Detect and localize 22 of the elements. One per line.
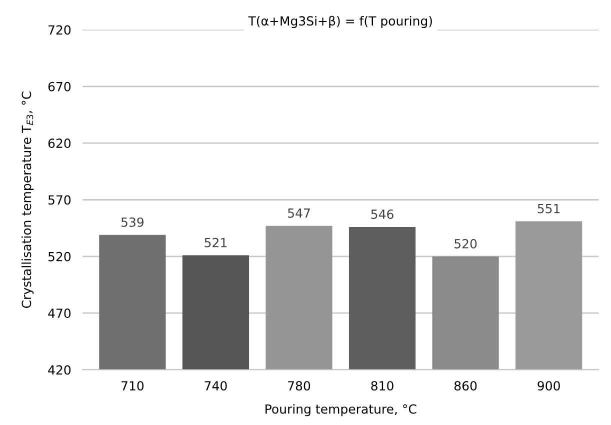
x-tick-label: 710 (122, 381, 144, 391)
y-tick-label: 570 (48, 195, 71, 205)
y-tick-label: 620 (48, 138, 71, 148)
chart-title: T(α+Mg3Si+β) = f(T pouring) (248, 16, 432, 28)
x-tick-label: 810 (371, 381, 394, 391)
y-tick-label: 670 (48, 82, 71, 92)
y-tick-label: 720 (48, 25, 71, 35)
x-tick-label: 740 (204, 381, 227, 391)
data-label: 521 (204, 238, 226, 248)
y-axis-title: Crystallisation temperature T$_{E3}$, °C (22, 92, 34, 308)
x-tick-label: 860 (454, 381, 477, 391)
x-tick-label: 780 (288, 381, 310, 391)
data-label: 520 (454, 238, 477, 248)
y-tick-label: 470 (48, 308, 71, 318)
x-tick-label: 900 (538, 381, 560, 391)
data-label: 546 (371, 210, 394, 219)
data-label: 539 (121, 217, 144, 227)
y-tick-label: 420 (48, 365, 71, 375)
data-label: 551 (538, 204, 560, 214)
data-label: 547 (288, 208, 310, 218)
x-axis-title: Pouring temperature, °C (266, 404, 416, 416)
y-tick-label: 520 (48, 252, 71, 262)
